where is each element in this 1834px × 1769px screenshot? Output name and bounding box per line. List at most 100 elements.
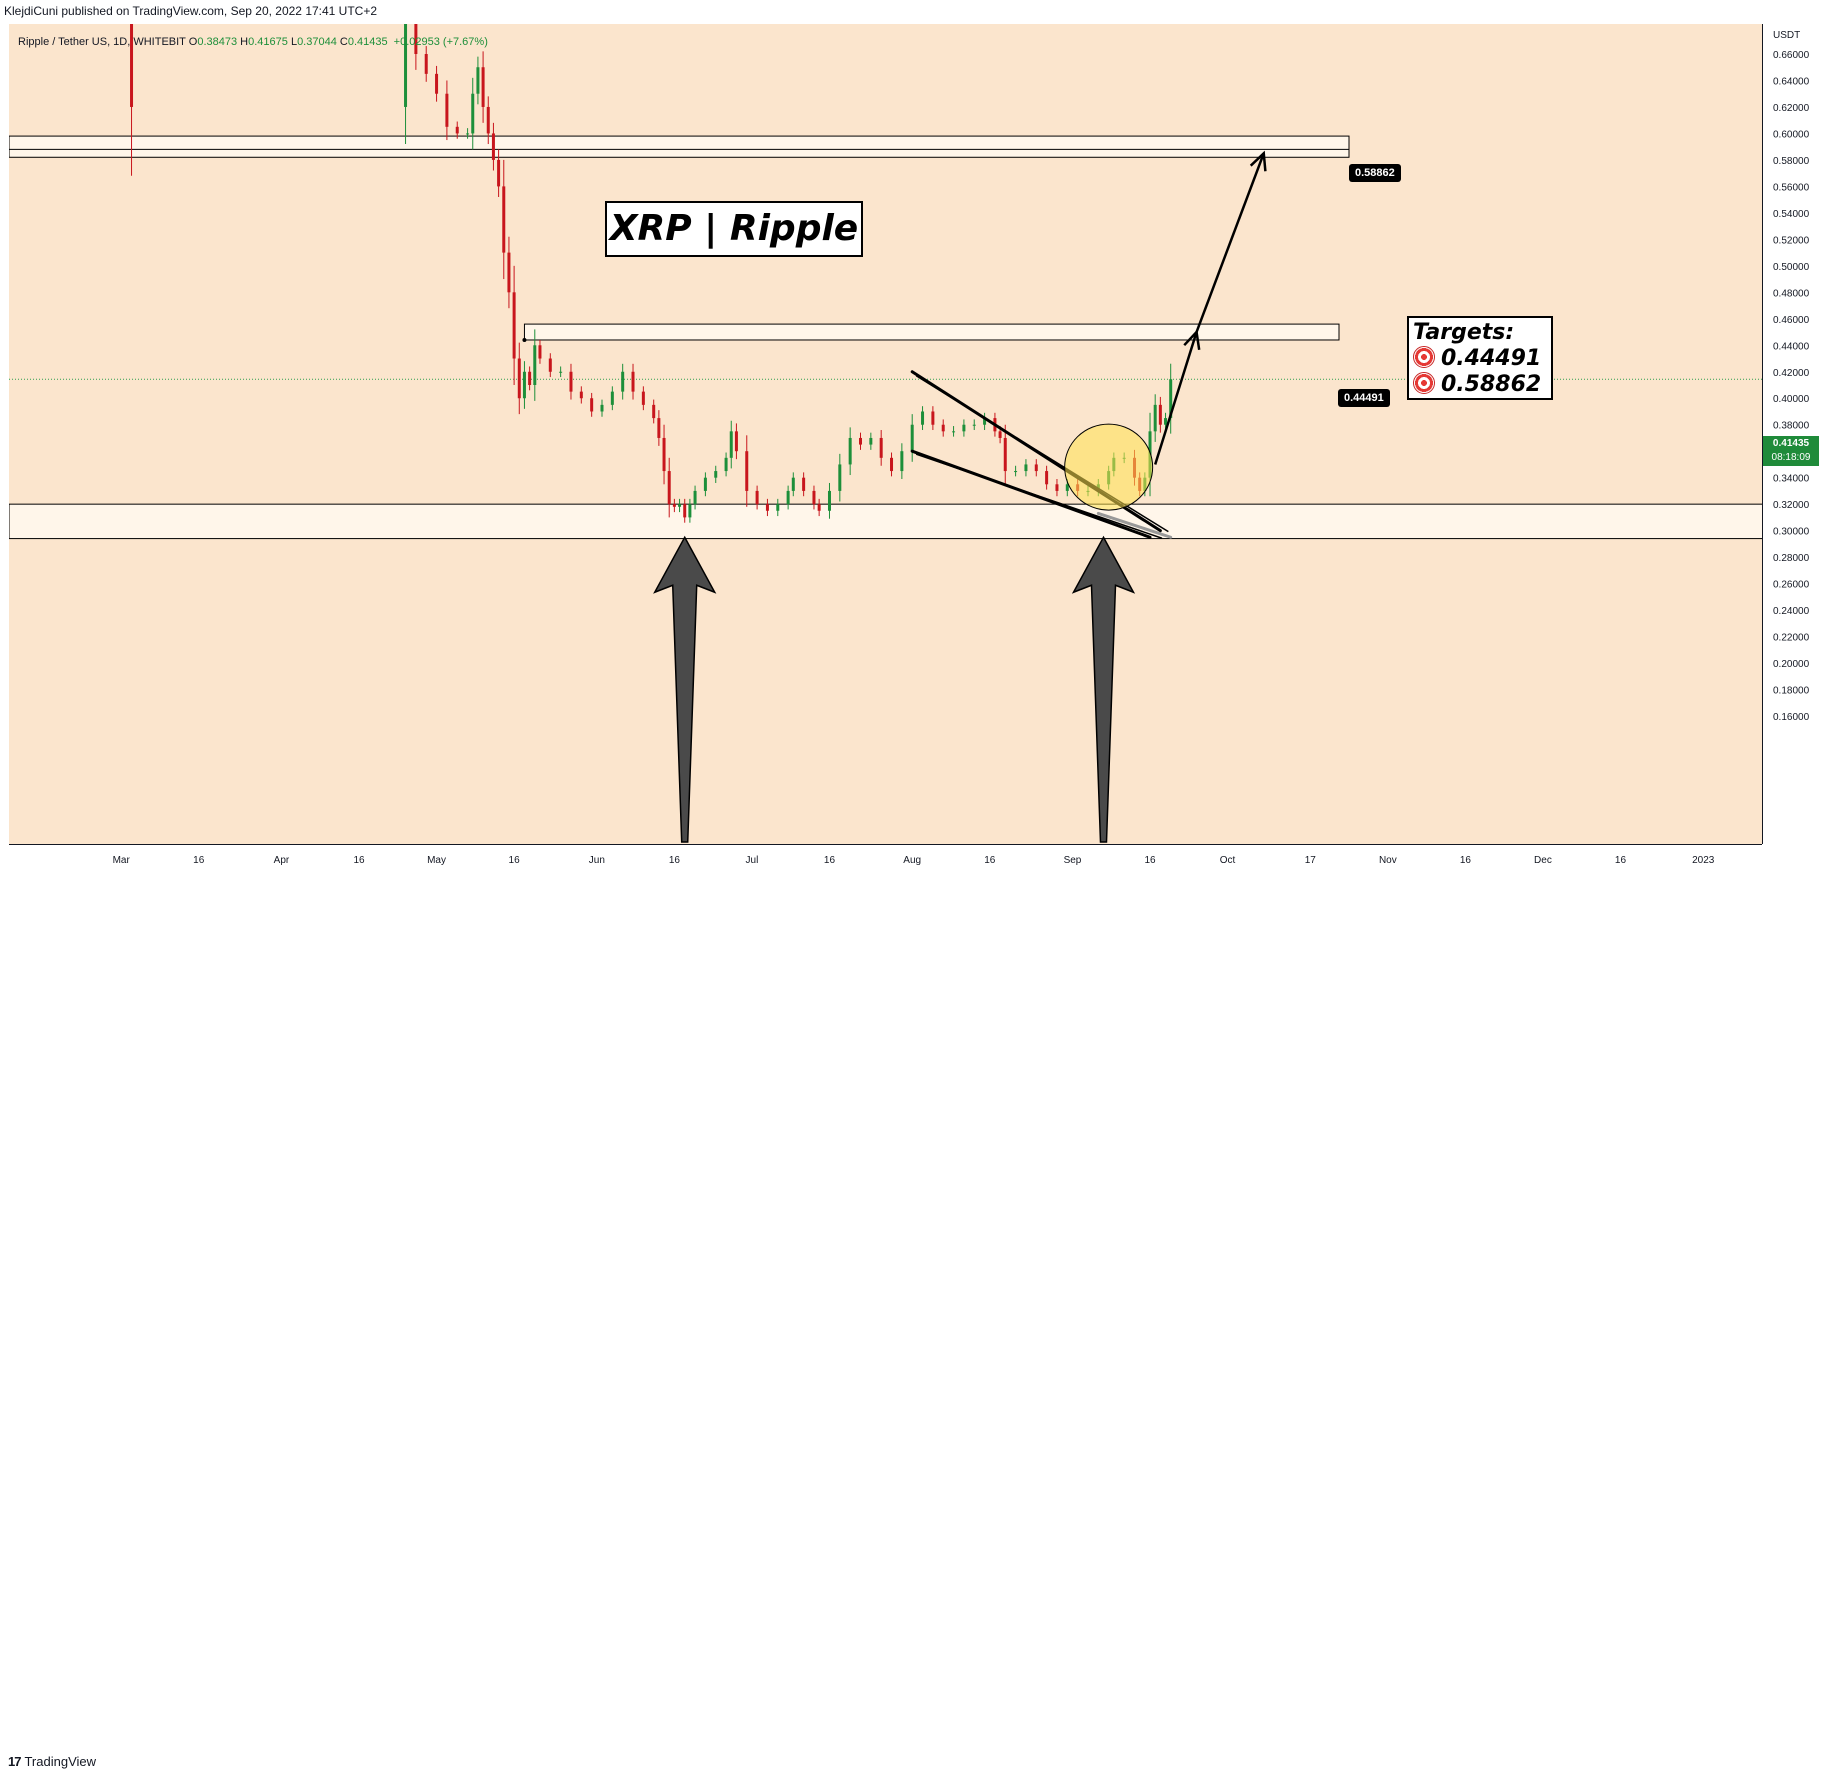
candle-body: [678, 504, 682, 507]
time-axis-tick: 16: [984, 855, 996, 866]
price-axis-tick: 0.22000: [1773, 633, 1810, 644]
time-axis-tick: 16: [824, 855, 836, 866]
resistance-zone-upper: [9, 135, 1350, 158]
support-arrow-1: [653, 535, 717, 843]
candle-countdown: 08:18:09: [1771, 452, 1811, 463]
target-icon: [1413, 372, 1435, 394]
candle-body: [641, 391, 645, 405]
candle-body: [910, 424, 914, 452]
candle-body: [404, 24, 408, 107]
candle-body: [1034, 464, 1038, 472]
target-arrow-2: [1195, 152, 1265, 333]
price-axis-tick: 0.32000: [1773, 500, 1810, 511]
candle-body: [802, 477, 806, 491]
candle-body: [579, 391, 583, 399]
candle-body: [130, 24, 134, 107]
target-row-1: 0.44491: [1413, 346, 1547, 372]
candle-body: [610, 391, 614, 405]
candle-body: [476, 67, 480, 94]
target-icon: [1413, 346, 1435, 368]
candle-body: [838, 464, 842, 491]
tradingview-logo[interactable]: 17 TradingView: [8, 1754, 96, 1769]
candle-body: [621, 371, 625, 392]
price-axis-tick: 0.46000: [1773, 315, 1810, 326]
price-axis-tick: 0.30000: [1773, 527, 1810, 538]
candle-body: [755, 490, 759, 505]
candle-body: [931, 411, 935, 425]
candle-body: [1169, 379, 1173, 419]
candle-body: [590, 398, 594, 412]
price-axis-tick: 0.52000: [1773, 235, 1810, 246]
tradingview-wordmark: TradingView: [24, 1754, 97, 1769]
low-value: 0.37044: [297, 36, 337, 48]
time-axis-tick: Dec: [1534, 855, 1552, 866]
time-axis-tick: 16: [193, 855, 205, 866]
candle-body: [445, 93, 449, 127]
candle-body: [569, 371, 573, 392]
candle-body: [972, 424, 976, 426]
candle-body: [869, 437, 873, 445]
footer-bar: 17 TradingView: [0, 872, 1834, 1769]
last-price-value: 0.41435: [1772, 438, 1810, 449]
candle-body: [688, 504, 692, 518]
symbol-name[interactable]: Ripple / Tether US, 1D, WHITEBIT: [18, 36, 186, 48]
price-axis[interactable]: USDT 0.66000 0.64000 0.62000 0.60000 0.58000 0…: [1762, 24, 1834, 844]
time-axis-tick: 16: [509, 855, 521, 866]
open-label: O: [188, 36, 198, 48]
targets-title: Targets:: [1413, 320, 1515, 345]
candle-body: [667, 471, 671, 505]
candle-body: [745, 451, 749, 491]
time-axis[interactable]: Mar 16 Apr 16 May 16 Jun 16 Jul 16 Aug 16 Sep 16 Oct 17…: [9, 844, 1787, 873]
candle-body: [848, 437, 852, 465]
candle-body: [921, 411, 925, 425]
support-zone: [9, 503, 1764, 540]
candle-body: [734, 431, 738, 452]
candle-body: [455, 126, 459, 134]
last-price-tag: 0.41435 08:18:09: [1763, 436, 1819, 466]
candle-body: [765, 504, 769, 511]
high-value: 0.41675: [248, 36, 288, 48]
chart-area[interactable]: [9, 24, 1764, 844]
time-axis-ticks: Mar 16 Apr 16 May 16 Jun 16 Jul 16 Aug 16 Sep 16 Oct 17…: [113, 855, 1787, 866]
price-axis-tick: 0.48000: [1773, 288, 1810, 299]
time-axis-tick: 16: [353, 855, 365, 866]
time-axis-tick: 16: [1615, 855, 1627, 866]
target-arrow-2-head: [1249, 150, 1267, 172]
tv-logo-icon: 17: [8, 1754, 22, 1769]
candle-body: [890, 457, 894, 472]
candle-body: [786, 490, 790, 505]
targets-note: Targets: 0.44491 0.58862: [1407, 316, 1553, 400]
breakout-circle: [1064, 423, 1154, 511]
candle-body: [517, 358, 521, 399]
candle-body: [812, 490, 816, 505]
wedge-line-lower-inner: [915, 453, 1163, 539]
time-axis-tick: Oct: [1220, 855, 1236, 866]
price-axis-tick: 0.40000: [1773, 394, 1810, 405]
price-axis-tick: 0.28000: [1773, 553, 1810, 564]
candle-body: [703, 477, 707, 491]
candle-body: [1065, 484, 1069, 491]
wedge-line-gray: [1096, 511, 1173, 539]
time-axis-tick: 16: [1144, 855, 1156, 866]
candle-body: [538, 345, 542, 359]
price-chart[interactable]: [9, 24, 1764, 844]
candle-body: [827, 490, 831, 511]
candle-body: [724, 457, 728, 472]
support-arrow-2: [1071, 535, 1136, 843]
candle-body: [631, 371, 635, 392]
close-label: C: [339, 36, 348, 48]
candle-body: [491, 133, 495, 160]
candle-body: [952, 431, 956, 433]
header-bar: KlejdiCuni published on TradingView.com,…: [0, 0, 1834, 24]
price-axis-tick: 0.50000: [1773, 262, 1810, 273]
candle-body: [1158, 404, 1162, 425]
chart-title: XRP | Ripple: [605, 201, 863, 257]
candle-body: [652, 404, 656, 419]
change-value: +0.02953 (+7.67%): [393, 36, 488, 48]
candle-body: [672, 504, 676, 507]
target-value-1: 0.44491: [1441, 346, 1542, 371]
time-axis-tick: Jun: [589, 855, 605, 866]
candle-body: [693, 490, 697, 505]
candle-body: [662, 437, 666, 472]
price-axis-tick: 0.16000: [1773, 712, 1810, 723]
